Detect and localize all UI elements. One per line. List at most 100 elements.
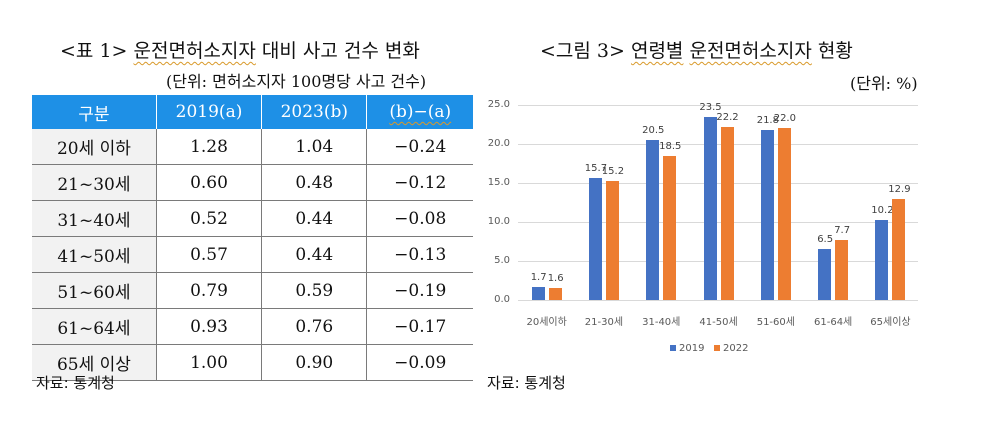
value-label: 20.5 — [642, 125, 665, 137]
value-2019: 0.79 — [156, 272, 263, 309]
row-label: 65세 이상 — [32, 344, 157, 381]
value-2019: 0.57 — [156, 236, 263, 273]
figure-source: 자료: 통계청 — [487, 374, 566, 392]
bar-2019 — [531, 286, 545, 300]
x-category-label: 41-50세 — [699, 317, 738, 328]
bar-2019 — [818, 249, 832, 300]
value-2023: 0.59 — [261, 272, 368, 309]
table-row: 41~50세 0.57 0.44 −0.13 — [32, 236, 473, 273]
figure-unit: (단위: %) — [850, 74, 918, 93]
gridline — [518, 300, 918, 301]
y-tick-label: 20.0 — [487, 138, 510, 149]
legend-label-2022: 2022 — [723, 343, 749, 354]
table-title-underlined: 운전면허소지자 — [133, 40, 256, 62]
value-diff: −0.19 — [366, 272, 473, 309]
table-row: 31~40세 0.52 0.44 −0.08 — [32, 200, 473, 237]
value-label: 6.5 — [817, 234, 834, 246]
value-label: 7.7 — [834, 224, 851, 236]
y-tick-label: 15.0 — [487, 177, 510, 188]
value-2019: 0.60 — [156, 164, 263, 201]
y-tick-label: 25.0 — [487, 99, 510, 110]
legend-swatch-2019 — [670, 345, 676, 351]
bar-2022 — [720, 126, 734, 300]
value-label: 12.9 — [888, 184, 911, 196]
value-diff: −0.12 — [366, 164, 473, 201]
value-label: 21.8 — [756, 114, 779, 126]
row-label: 61~64세 — [32, 308, 157, 345]
value-diff: −0.13 — [366, 236, 473, 273]
bar-2022 — [605, 181, 619, 300]
bar-2022 — [892, 199, 906, 300]
y-tick-label: 5.0 — [494, 255, 510, 266]
y-tick-label: 0.0 — [494, 294, 510, 305]
value-label: 15.2 — [601, 166, 625, 178]
bar-2022 — [777, 128, 791, 300]
value-label: 22.0 — [773, 113, 796, 125]
x-category-label: 51-60세 — [756, 317, 795, 328]
value-2023: 0.90 — [261, 344, 368, 381]
table-row: 20세 이하 1.28 1.04 −0.24 — [32, 129, 473, 165]
value-diff: −0.09 — [366, 344, 473, 381]
row-label: 31~40세 — [32, 200, 157, 237]
x-category-label: 61-64세 — [814, 317, 853, 328]
bar-2019 — [760, 129, 774, 300]
bar-2019 — [875, 220, 889, 300]
table-row: 21~30세 0.60 0.48 −0.12 — [32, 164, 473, 201]
figure-title-underlined-2: 운전면허소지자 — [689, 40, 812, 62]
figure-title-prefix: <그림 3> — [540, 40, 631, 62]
header-2019: 2019(a) — [156, 95, 263, 129]
value-label: 1.6 — [547, 272, 564, 284]
value-2019: 1.00 — [156, 344, 263, 381]
value-diff: −0.08 — [366, 200, 473, 237]
value-label: 15.7 — [584, 162, 608, 174]
value-label: 22.2 — [716, 111, 739, 123]
table-title-suffix: 대비 사고 건수 변화 — [255, 40, 420, 62]
row-label: 41~50세 — [32, 236, 157, 273]
bar-2019 — [703, 116, 717, 300]
header-diff-text: (b)−(a) — [389, 102, 452, 122]
accident-table: 구분 2019(a) 2023(b) (b)−(a) 20세 이하 1.28 1.0… — [32, 95, 473, 381]
gridline — [518, 183, 918, 184]
value-label: 18.5 — [659, 140, 682, 152]
header-diff: (b)−(a) — [366, 95, 473, 129]
bar-2022 — [548, 287, 562, 300]
figure-title-suffix: 현황 — [811, 40, 853, 62]
value-2023: 0.44 — [261, 236, 368, 273]
table-source: 자료: 통계청 — [36, 374, 115, 392]
bar-chart: 2019 2022 0.0 5.0 10.0 15.0 20.0 25.0 1.7 1.6 20… — [480, 95, 940, 365]
gridline — [518, 261, 918, 262]
table-title-prefix: <표 1> — [60, 40, 134, 62]
row-label: 21~30세 — [32, 164, 157, 201]
bar-2019 — [588, 177, 602, 300]
bar-2022 — [835, 239, 849, 300]
legend-label-2019: 2019 — [679, 343, 705, 354]
row-label: 20세 이하 — [32, 129, 157, 165]
x-category-label: 21-30세 — [584, 317, 624, 328]
x-category-label: 65세이상 — [870, 317, 911, 328]
value-diff: −0.24 — [366, 129, 473, 165]
value-2023: 0.48 — [261, 164, 368, 201]
gridline — [518, 222, 918, 223]
bar-2022 — [663, 155, 677, 300]
value-label: 10.2 — [871, 205, 894, 217]
row-label: 51~60세 — [32, 272, 157, 309]
header-2023: 2023(b) — [261, 95, 368, 129]
table-title: <표 1> 운전면허소지자 대비 사고 건수 변화 — [60, 36, 420, 63]
value-diff: −0.17 — [366, 308, 473, 345]
figure-title: <그림 3> 연령별 운전면허소지자 현황 — [540, 36, 853, 63]
legend-swatch-2022 — [714, 345, 720, 351]
value-label: 23.5 — [699, 101, 722, 113]
value-2019: 0.52 — [156, 200, 263, 237]
header-category: 구분 — [32, 95, 157, 129]
gridline — [518, 105, 918, 106]
value-2019: 1.28 — [156, 129, 263, 165]
gridline — [518, 144, 918, 145]
y-tick-label: 10.0 — [487, 216, 510, 227]
table-row: 61~64세 0.93 0.76 −0.17 — [32, 308, 473, 345]
table-header-row: 구분 2019(a) 2023(b) (b)−(a) — [32, 95, 473, 129]
figure-title-underlined-1: 연령별 — [630, 40, 684, 62]
x-category-label: 20세이하 — [526, 317, 567, 328]
table-row: 65세 이상 1.00 0.90 −0.09 — [32, 344, 473, 381]
chart-legend: 2019 2022 — [670, 343, 748, 354]
bar-2019 — [646, 140, 660, 300]
